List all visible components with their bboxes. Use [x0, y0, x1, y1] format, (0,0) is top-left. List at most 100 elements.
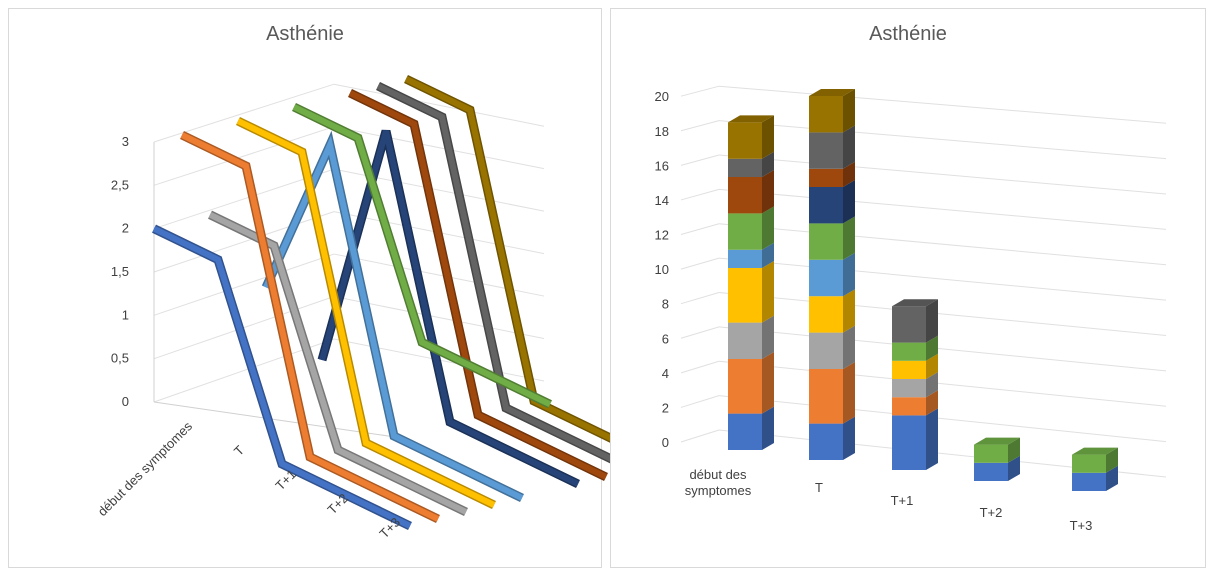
bar-stack	[892, 299, 938, 470]
floor-edge	[153, 401, 410, 440]
bar-segment	[809, 223, 843, 260]
bar-segment-side	[843, 416, 855, 460]
bar-segment-side	[926, 372, 938, 398]
bar-segment	[728, 177, 762, 214]
bar-top	[1072, 447, 1118, 455]
gridline	[680, 292, 720, 305]
bar-top	[892, 299, 938, 307]
bar-segment	[809, 132, 843, 169]
bar-segment-side	[843, 89, 855, 133]
bar-segment	[892, 306, 926, 343]
series-line	[292, 104, 552, 408]
gridline	[718, 360, 1167, 407]
gridline	[718, 188, 1167, 230]
gridline	[680, 326, 720, 339]
bar-segment-side	[762, 406, 774, 450]
gridline	[718, 223, 1167, 266]
bar-segment	[728, 158, 762, 177]
gridline	[680, 360, 720, 374]
y-tick-label: 8	[662, 297, 669, 312]
category-label: T+2	[980, 505, 1003, 520]
y-tick-label: 0	[122, 394, 129, 409]
bar-segment-side	[843, 180, 855, 224]
bar-stack	[809, 89, 855, 460]
bar-segment-side	[926, 390, 938, 416]
bar-segment-side	[1106, 447, 1118, 473]
series-line	[236, 118, 496, 508]
y-tick-label: 1	[122, 307, 129, 322]
y-tick-label: 3	[122, 134, 129, 149]
gridline	[333, 126, 545, 170]
chart-title: Asthénie	[266, 23, 344, 45]
bar-segment-side	[1008, 455, 1020, 481]
category-label: T+1	[891, 493, 914, 508]
line-chart-panel: Asthénie 0 0,5 1 1,5 2 2,5 3 début des symptome…	[8, 8, 664, 568]
series-line	[348, 90, 608, 480]
bar-segment-side	[843, 362, 855, 424]
bar-segment	[728, 249, 762, 268]
gridline	[153, 296, 335, 360]
chart-title: Asthénie	[869, 23, 947, 45]
bar-segment	[892, 415, 926, 470]
bar-segment-side	[926, 408, 938, 470]
bar-segment	[892, 379, 926, 398]
bar-segment	[809, 332, 843, 369]
bar-segment	[809, 187, 843, 224]
series-line	[180, 132, 440, 522]
y-tick-label: 1,5	[111, 264, 129, 279]
y-tick-label: 6	[662, 331, 669, 346]
category-label: début des symptomes	[95, 418, 196, 519]
bar-stack	[974, 437, 1020, 481]
bar-stack	[1072, 447, 1118, 491]
bar-top	[974, 437, 1020, 445]
gridline	[153, 253, 335, 316]
bar-segment	[728, 213, 762, 250]
bar-stack	[728, 115, 774, 450]
gridline	[718, 120, 1167, 160]
bar-segment-side	[926, 335, 938, 361]
bar-segment-side	[1106, 465, 1118, 491]
gridline	[718, 395, 1167, 443]
bar-segment	[728, 413, 762, 450]
gridline	[680, 85, 720, 97]
gridline	[680, 188, 720, 201]
bar-segment-side	[762, 206, 774, 250]
y-tick-label: 2	[122, 221, 129, 236]
y-tick-label: 2,5	[111, 177, 129, 192]
bar-segment	[728, 359, 762, 414]
bar-segment	[809, 369, 843, 424]
bar-segment-side	[843, 325, 855, 369]
bar-segment	[892, 360, 926, 379]
bar-chart-panel: Asthénie 0 2 4 6 8 10 12 14 16 18 20 début des sympt…	[610, 8, 1206, 568]
bar-top	[728, 115, 774, 123]
gridline	[153, 126, 335, 186]
gridline	[680, 120, 720, 132]
bar-top	[809, 89, 855, 96]
category-label: T+3	[1070, 518, 1093, 533]
bar-segment	[1072, 472, 1106, 491]
series-line	[319, 130, 580, 487]
bar-segment	[892, 342, 926, 361]
bar-segment	[809, 96, 843, 133]
bar-segment	[974, 444, 1008, 463]
bar-segment	[809, 168, 843, 187]
bar-segment	[892, 397, 926, 416]
category-label: T	[815, 480, 823, 495]
series-line	[208, 211, 468, 515]
bar-segment	[728, 122, 762, 159]
gridline	[718, 85, 1167, 124]
y-tick-label: 2	[662, 400, 669, 415]
bar-segment-side	[762, 151, 774, 177]
bar-segment-side	[843, 252, 855, 297]
bar-segment-side	[762, 315, 774, 359]
bar-segment-side	[1008, 437, 1020, 463]
bar-segment	[974, 462, 1008, 481]
y-tick-label: 12	[655, 228, 669, 243]
gridline	[718, 326, 1167, 372]
bar-segment-side	[762, 261, 774, 323]
bar-segment-side	[762, 115, 774, 159]
gridlines	[680, 85, 1167, 478]
y-tick-label: 16	[655, 158, 669, 173]
